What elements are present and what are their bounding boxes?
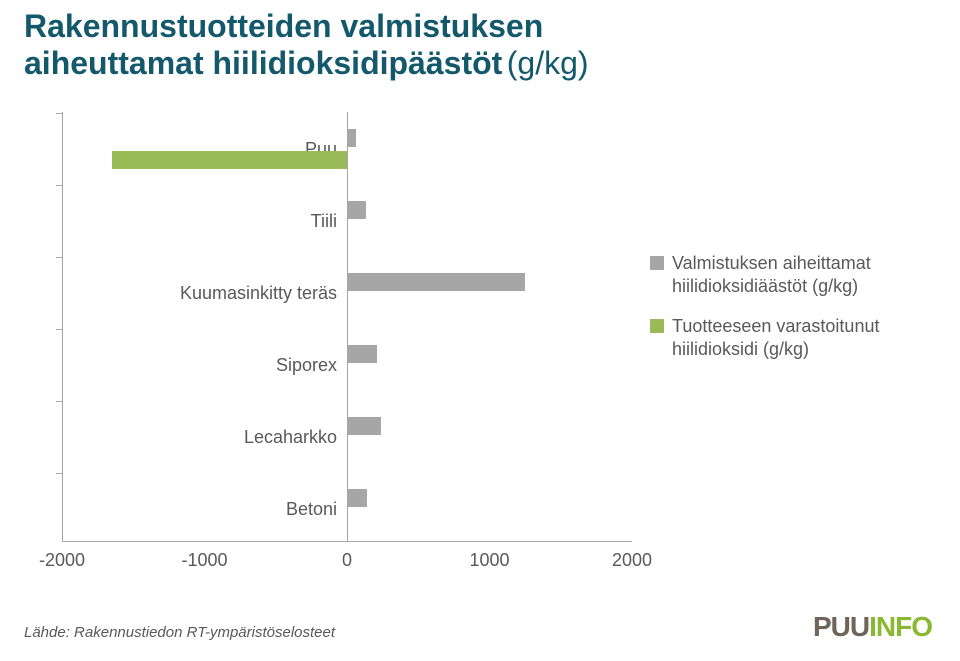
bar-emissions: [347, 489, 367, 507]
legend-swatch-stored: [650, 319, 664, 333]
category-tick: [56, 401, 62, 402]
co2-bar-chart: Puu Tiili Kuumasinkitty teräs Siporex Lecaha…: [62, 112, 632, 582]
bar-emissions: [347, 129, 356, 147]
category-row: Lecaharkko: [62, 401, 632, 473]
category-tick: [56, 473, 62, 474]
category-row: Tiili: [62, 185, 632, 257]
category-label: Kuumasinkitty teräs: [180, 283, 337, 304]
legend-item-stored: Tuotteeseen varastoitunut hiilidioksidi …: [650, 315, 940, 360]
category-row: Puu: [62, 113, 632, 185]
x-tick-label: -2000: [39, 550, 85, 571]
title-unit: (g/kg): [507, 45, 589, 81]
bar-emissions: [347, 201, 366, 219]
category-tick: [56, 113, 62, 114]
x-tick-label: 0: [342, 550, 352, 571]
legend-label-stored: Tuotteeseen varastoitunut hiilidioksidi …: [672, 315, 940, 360]
category-row: Kuumasinkitty teräs: [62, 257, 632, 329]
chart-title: Rakennustuotteiden valmistuksen aiheutta…: [24, 8, 589, 82]
category-label: Lecaharkko: [244, 427, 337, 448]
category-label: Betoni: [286, 499, 337, 520]
category-tick: [56, 185, 62, 186]
source-caption: Lähde: Rakennustiedon RT-ympäristöselost…: [24, 624, 335, 641]
category-tick: [56, 329, 62, 330]
category-row: Betoni: [62, 473, 632, 545]
puuinfo-logo: PUUINFO: [813, 611, 932, 643]
category-label: Siporex: [276, 355, 337, 376]
bar-emissions: [347, 417, 381, 435]
category-label: Tiili: [311, 211, 337, 232]
x-tick-label: 2000: [612, 550, 652, 571]
legend: Valmistuksen aiheittamat hiilidioksidiää…: [650, 252, 940, 378]
bar-emissions: [347, 273, 525, 291]
x-tick-label: -1000: [181, 550, 227, 571]
legend-swatch-emissions: [650, 256, 664, 270]
x-tick-label: 1000: [469, 550, 509, 571]
title-line-1: Rakennustuotteiden valmistuksen: [24, 8, 589, 45]
bar-emissions: [347, 345, 377, 363]
logo-part-2: INFO: [869, 611, 932, 642]
category-tick: [56, 257, 62, 258]
bar-stored: [112, 151, 347, 169]
legend-item-emissions: Valmistuksen aiheittamat hiilidioksidiää…: [650, 252, 940, 297]
category-row: Siporex: [62, 329, 632, 401]
title-line-2: aiheuttamat hiilidioksidipäästöt: [24, 45, 502, 81]
logo-part-1: PUU: [813, 611, 869, 642]
legend-label-emissions: Valmistuksen aiheittamat hiilidioksidiää…: [672, 252, 940, 297]
plot-area: Puu Tiili Kuumasinkitty teräs Siporex Lecaha…: [62, 112, 632, 542]
